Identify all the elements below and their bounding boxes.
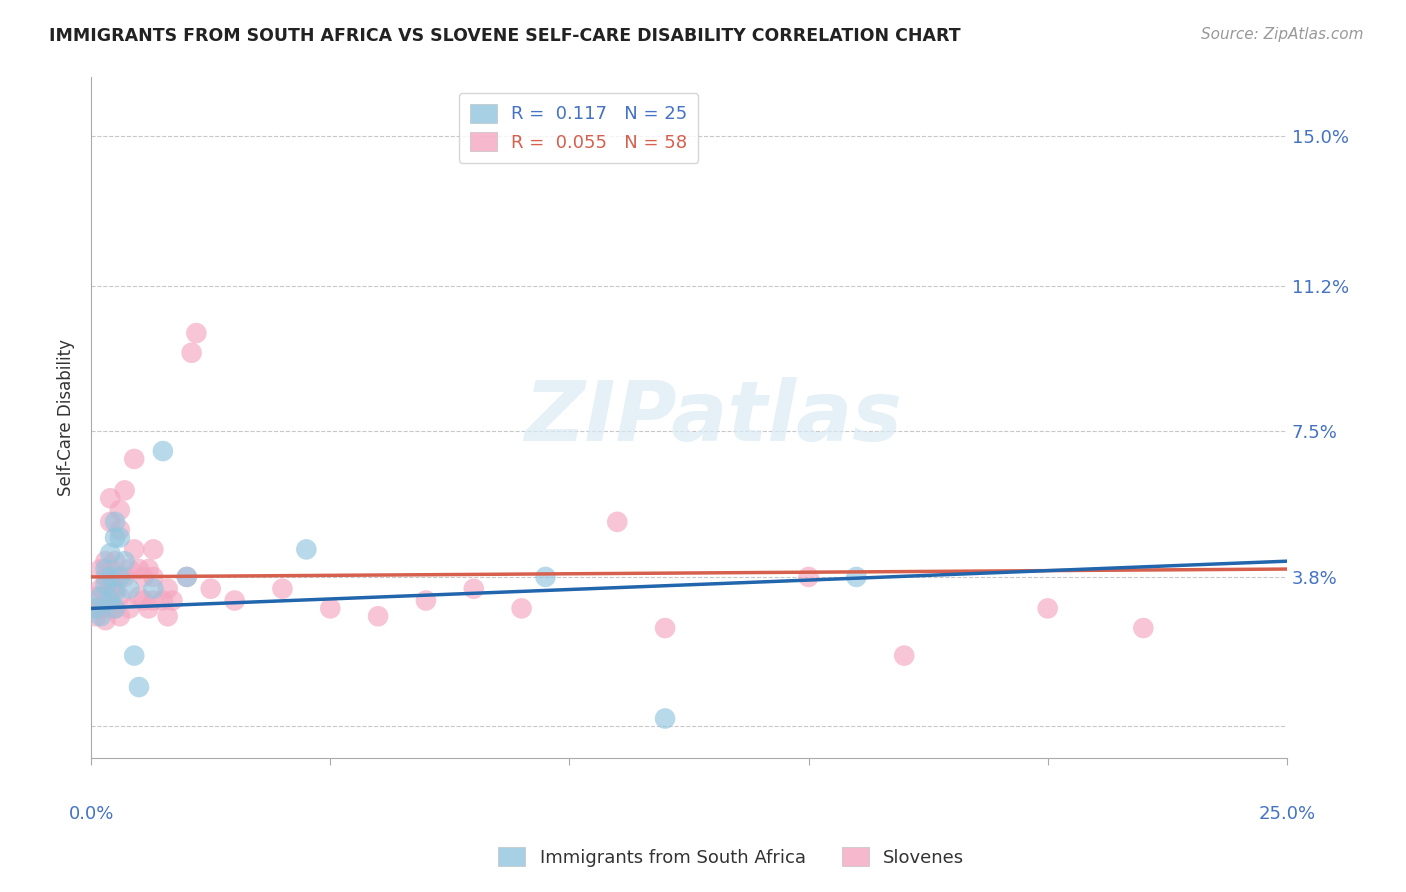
Point [1036, 601, 1059, 615]
Point [108, 503, 131, 517]
Point [114, 554, 136, 568]
Point [104, 585, 127, 599]
Point [98, 546, 121, 560]
Point [162, 593, 184, 607]
Point [104, 582, 127, 596]
Point [654, 621, 676, 635]
Point [132, 570, 155, 584]
Point [142, 570, 165, 584]
Point [152, 593, 174, 607]
Point [156, 582, 179, 596]
Point [138, 601, 160, 615]
Point [128, 590, 150, 604]
Point [510, 601, 533, 615]
Point [224, 593, 246, 607]
Point [534, 570, 557, 584]
Point [186, 326, 208, 340]
Point [367, 609, 389, 624]
Point [654, 712, 676, 726]
Legend: Immigrants from South Africa, Slovenes: Immigrants from South Africa, Slovenes [491, 840, 972, 874]
Point [94, 590, 117, 604]
Point [94, 554, 117, 568]
Point [118, 601, 141, 615]
Point [98, 593, 121, 607]
Point [108, 590, 131, 604]
Text: IMMIGRANTS FROM SOUTH AFRICA VS SLOVENE SELF-CARE DISABILITY CORRELATION CHART: IMMIGRANTS FROM SOUTH AFRICA VS SLOVENE … [49, 27, 960, 45]
Point [84, 609, 107, 624]
Point [98, 562, 121, 576]
Point [142, 582, 165, 596]
Point [176, 570, 198, 584]
Point [94, 613, 117, 627]
Y-axis label: Self-Care Disability: Self-Care Disability [58, 339, 75, 496]
Point [893, 648, 915, 663]
Point [118, 582, 141, 596]
Point [132, 593, 155, 607]
Point [118, 562, 141, 576]
Point [122, 542, 145, 557]
Point [108, 531, 131, 545]
Point [90, 582, 112, 596]
Point [94, 578, 117, 592]
Point [104, 570, 127, 584]
Point [98, 515, 121, 529]
Point [90, 601, 112, 615]
Point [98, 601, 121, 615]
Point [104, 554, 127, 568]
Legend: R =  0.117   N = 25, R =  0.055   N = 58: R = 0.117 N = 25, R = 0.055 N = 58 [458, 94, 699, 162]
Point [1132, 621, 1154, 635]
Point [271, 582, 294, 596]
Point [94, 570, 117, 584]
Point [122, 648, 145, 663]
Point [90, 562, 112, 576]
Point [176, 570, 198, 584]
Point [606, 515, 628, 529]
Point [114, 483, 136, 498]
Point [90, 609, 112, 624]
Point [98, 582, 121, 596]
Text: ZIPatlas: ZIPatlas [524, 377, 901, 458]
Point [797, 570, 820, 584]
Text: 0.0%: 0.0% [69, 805, 114, 823]
Point [142, 542, 165, 557]
Point [845, 570, 868, 584]
Point [98, 570, 121, 584]
Point [104, 515, 127, 529]
Point [84, 590, 107, 604]
Point [152, 444, 174, 458]
Point [104, 601, 127, 615]
Point [142, 593, 165, 607]
Point [128, 680, 150, 694]
Point [114, 570, 136, 584]
Point [415, 593, 437, 607]
Point [156, 609, 179, 624]
Point [295, 542, 318, 557]
Text: Source: ZipAtlas.com: Source: ZipAtlas.com [1201, 27, 1364, 42]
Point [108, 570, 131, 584]
Point [463, 582, 485, 596]
Point [104, 531, 127, 545]
Point [94, 562, 117, 576]
Point [90, 590, 112, 604]
Point [108, 523, 131, 537]
Point [84, 601, 107, 615]
Point [200, 582, 222, 596]
Point [104, 601, 127, 615]
Point [108, 609, 131, 624]
Point [98, 491, 121, 506]
Point [138, 562, 160, 576]
Point [128, 562, 150, 576]
Text: 25.0%: 25.0% [1258, 805, 1316, 823]
Point [319, 601, 342, 615]
Point [122, 452, 145, 467]
Point [180, 345, 202, 359]
